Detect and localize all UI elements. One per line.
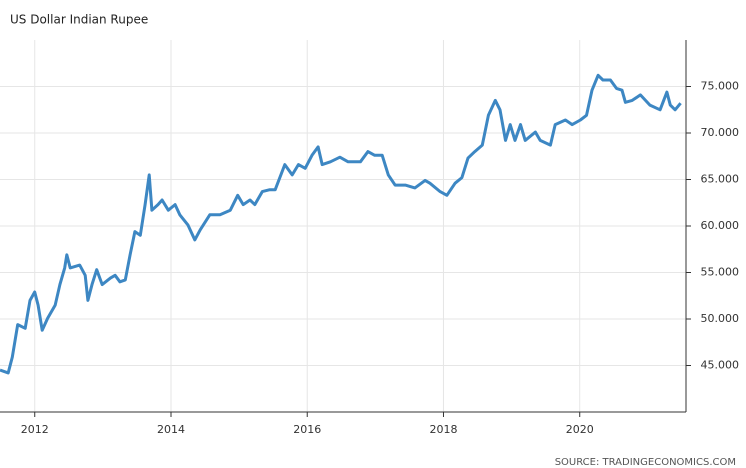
y-tick-label: 60.000 xyxy=(701,219,740,232)
y-tick-label: 45.000 xyxy=(701,359,740,372)
chart-title: US Dollar Indian Rupee xyxy=(10,13,148,27)
y-tick-label: 55.000 xyxy=(701,266,740,279)
x-tick-label: 2012 xyxy=(21,423,49,436)
x-tick-label: 2014 xyxy=(157,423,185,436)
x-tick-label: 2018 xyxy=(429,423,457,436)
y-tick-label: 65.000 xyxy=(701,173,740,186)
source: SOURCE: TRADINGECONOMICS.COM xyxy=(555,457,736,468)
y-tick-label: 50.000 xyxy=(701,312,740,325)
y-tick-label: 70.000 xyxy=(701,126,740,139)
x-tick-label: 2020 xyxy=(566,423,594,436)
y-tick-label: 75.000 xyxy=(701,80,740,93)
x-tick-label: 2016 xyxy=(293,423,321,436)
data-line xyxy=(0,73,682,375)
